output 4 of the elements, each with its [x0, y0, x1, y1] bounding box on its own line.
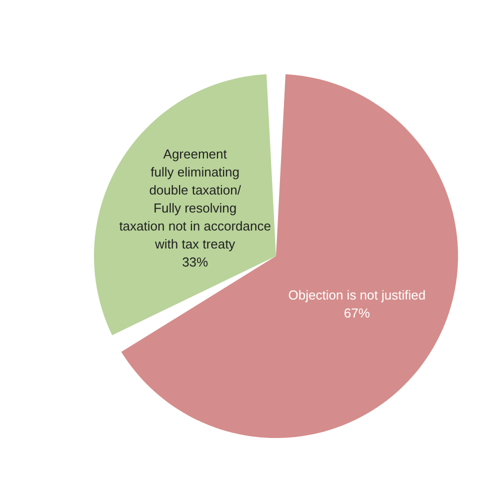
- data-label: 67%: [344, 305, 370, 320]
- slice-label: Agreement fully eliminating double taxation/ Fully resolving taxation not in accordance with tax treaty: [119, 146, 271, 252]
- data-label: 33%: [182, 254, 209, 270]
- slice-label: Objection is not justified: [288, 287, 426, 302]
